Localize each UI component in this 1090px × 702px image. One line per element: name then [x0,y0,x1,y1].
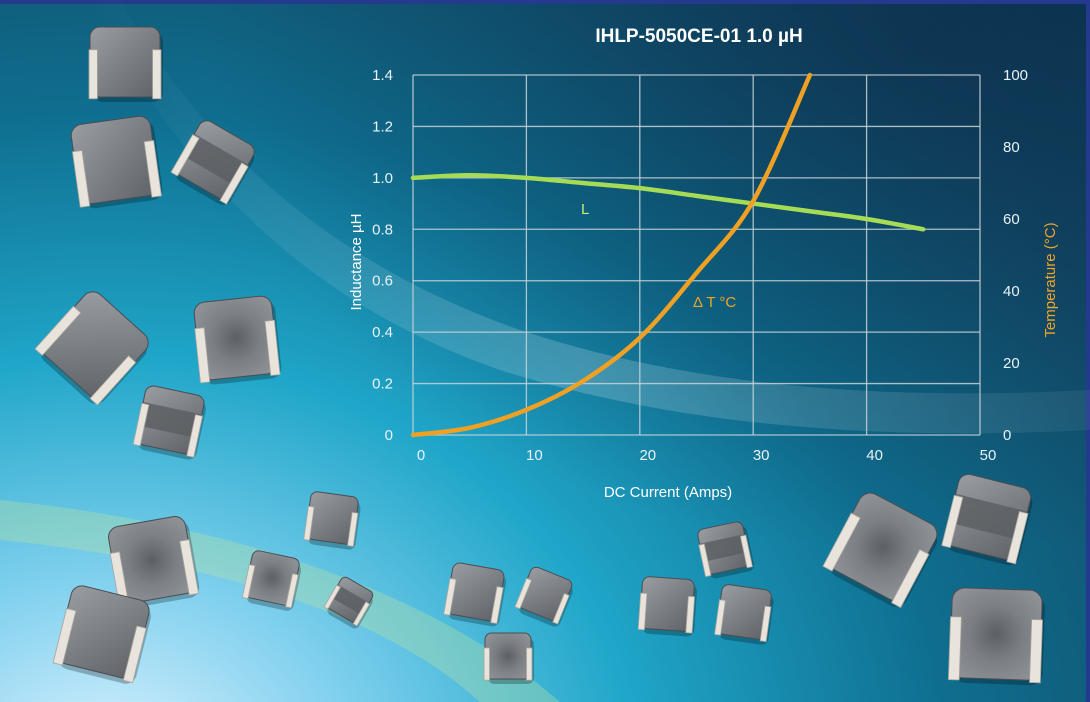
y-tick-label: 1.0 [372,170,393,187]
series-label-temperature: Δ T °C [693,294,736,311]
x-tick-label: 30 [753,447,770,464]
inductor-chip-icon [697,521,755,579]
grid [412,74,981,436]
inductor-chip-icon [241,550,302,611]
series-label-L: L [581,201,589,218]
y2-axis-label: Temperature (°C) [1042,222,1059,337]
inductor-chip-icon [170,120,255,205]
inductor-chip-icon [714,584,774,645]
right-border [1086,0,1090,702]
tick-labels: 0 0.2 0.4 0.6 0.8 1.0 1.2 1.4 0 10 20 30 40 50 0 20 40 60… [372,67,1028,464]
x-tick-label: 40 [866,447,883,464]
inductor-chip-icon [637,576,697,637]
x-tick-label: 0 [417,447,425,464]
chart-title: IHLP-5050CE-01 1.0 µH [595,26,802,47]
y2-tick-label: 60 [1003,211,1020,228]
inductor-chip-icon [52,585,151,684]
inductor-chip-icon [443,562,507,627]
y2-tick-label: 20 [1003,355,1020,372]
inductor-chip-icon [941,473,1033,566]
inductor-photos [34,26,1045,686]
inductor-chip-icon [483,632,534,684]
inductor-chip-icon [88,26,163,102]
inductor-chip-icon [822,492,938,609]
inductor-chip-icon [34,291,149,406]
light-swoosh [90,0,1090,434]
inductor-chip-icon [947,587,1045,686]
series-line-temperature [410,72,813,438]
inductor-chip-icon [303,491,361,550]
x-tick-label: 50 [980,447,997,464]
inductor-chip-icon [70,115,163,209]
y-tick-label: 0.4 [372,324,393,341]
y-tick-label: 1.4 [372,67,393,84]
chart-area: IHLP-5050CE-01 1.0 µH 0 0.2 0.4 0.6 0.8 1.0 1.… [348,26,1059,501]
y-tick-label: 0.6 [372,273,393,290]
y2-tick-label: 40 [1003,283,1020,300]
top-border [0,0,1090,4]
y-tick-label: 1.2 [372,118,393,135]
x-tick-label: 20 [639,447,656,464]
series-layer [410,72,926,438]
x-tick-label: 10 [526,447,543,464]
y2-tick-label: 0 [1003,427,1011,444]
y-tick-label: 0.2 [372,376,393,393]
y2-tick-label: 80 [1003,139,1020,156]
x-axis-label: DC Current (Amps) [604,484,732,501]
series-line-inductance [410,173,926,232]
y-tick-label: 0 [385,427,393,444]
y-tick-label: 0.8 [372,221,393,238]
inductor-chip-icon [514,566,573,627]
inductor-chip-icon [193,295,282,385]
y-axis-label: Inductance µH [348,213,365,310]
y2-tick-label: 100 [1003,67,1028,84]
inductor-chip-icon [323,576,374,629]
inductor-chip-icon [132,385,206,460]
